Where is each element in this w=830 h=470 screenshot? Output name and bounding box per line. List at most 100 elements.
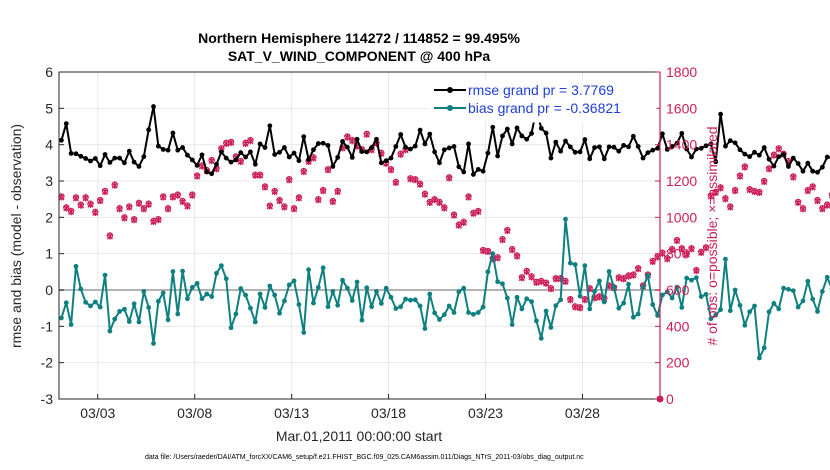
bias-point xyxy=(451,310,457,315)
obs-assimilated-marker xyxy=(562,278,569,286)
obs-assimilated-marker xyxy=(164,205,172,213)
bias-point xyxy=(427,291,433,297)
obs-assimilated-marker xyxy=(300,168,307,176)
obs-assimilated-marker xyxy=(693,267,700,275)
obs-assimilated-marker xyxy=(315,196,322,204)
bias-point xyxy=(645,273,651,278)
rmse-point xyxy=(272,152,278,157)
bias-point xyxy=(635,311,641,317)
rmse-point xyxy=(514,125,520,131)
rmse-point xyxy=(122,160,127,166)
obs-assimilated-marker xyxy=(494,255,501,262)
obs-assimilated-marker xyxy=(184,203,191,210)
rmse-point xyxy=(102,152,108,157)
bias-point xyxy=(441,312,447,318)
y-right-tick-label: 1400 xyxy=(666,137,697,153)
rmse-point xyxy=(160,146,166,152)
rmse-point xyxy=(340,138,345,144)
obs-assimilated-marker xyxy=(809,184,816,191)
bias-point xyxy=(587,306,593,312)
rmse-point xyxy=(204,169,210,175)
bias-point xyxy=(320,265,326,271)
bias-point xyxy=(131,301,137,307)
bias-point xyxy=(301,330,307,335)
obs-assimilated-marker xyxy=(97,197,104,205)
obs-assimilated-marker xyxy=(179,198,186,206)
obs-assimilated-marker xyxy=(552,275,559,283)
rmse-point xyxy=(800,168,806,174)
obs-assimilated-marker xyxy=(702,245,710,252)
bias-point xyxy=(737,302,743,308)
rmse-point xyxy=(558,148,564,154)
bias-point xyxy=(364,285,370,291)
footer-datafile: data file: /Users/raeder/DAI/ATM_forcXX/… xyxy=(145,454,584,461)
bias-point xyxy=(257,291,263,297)
rmse-point xyxy=(286,154,292,160)
rmse-point xyxy=(97,163,103,169)
bias-point xyxy=(819,289,825,294)
rmse-point xyxy=(606,144,612,150)
bias-point xyxy=(417,303,423,309)
rmse-point xyxy=(68,150,74,156)
obs-assimilated-marker xyxy=(625,273,632,280)
rmse-point xyxy=(529,131,534,136)
obs-assimilated-marker xyxy=(499,236,506,244)
obs-assimilated-marker xyxy=(596,294,603,301)
bias-point xyxy=(684,275,690,281)
obs-assimilated-marker xyxy=(271,188,278,196)
bias-point xyxy=(752,303,757,309)
rmse-point xyxy=(790,155,796,161)
obs-assimilated-marker xyxy=(533,279,540,286)
obs-assimilated-marker xyxy=(329,198,336,206)
bias-point xyxy=(461,285,467,291)
rmse-point xyxy=(669,144,675,149)
bias-point xyxy=(311,300,316,306)
bias-point xyxy=(786,286,791,292)
bias-point xyxy=(756,355,762,361)
bias-point xyxy=(679,305,685,310)
obs-assimilated-marker xyxy=(484,248,492,256)
tick-layer: 03/03 03/08 03/13 03/18 03/23 03/28 -3 -2 -1 0 1 2 3… xyxy=(41,64,698,421)
bias-point xyxy=(349,298,355,303)
bias-point xyxy=(766,309,772,315)
bias-point xyxy=(117,309,122,314)
bias-point xyxy=(660,292,665,298)
bias-point xyxy=(398,304,404,310)
bias-point xyxy=(815,309,820,314)
obs-assimilated-marker xyxy=(227,139,235,147)
x-tick-label: 03/13 xyxy=(274,405,309,421)
bias-point xyxy=(727,308,733,314)
rmse-point xyxy=(805,160,811,166)
bias-point xyxy=(126,319,132,325)
obs-assimilated-marker xyxy=(324,166,332,174)
bias-point xyxy=(553,303,559,309)
y-axis-label-left: rmse and bias (model - observation) xyxy=(8,124,24,348)
bias-point xyxy=(810,296,816,302)
bias-point xyxy=(393,306,399,311)
rmse-point xyxy=(441,147,447,153)
rmse-point xyxy=(407,146,413,152)
obs-assimilated-marker xyxy=(649,258,656,266)
bias-point xyxy=(664,289,670,295)
bias-point xyxy=(640,285,646,290)
bias-point xyxy=(141,289,147,294)
bias-point xyxy=(92,299,98,305)
rmse-point xyxy=(684,146,690,152)
obs-assimilated-marker xyxy=(528,274,535,281)
x-tick-label: 03/28 xyxy=(565,405,600,421)
bias-point xyxy=(175,311,181,317)
legend-box xyxy=(429,79,657,123)
rmse-point xyxy=(524,136,530,142)
bias-point xyxy=(655,313,660,318)
bias-point xyxy=(771,301,777,306)
obs-assimilated-marker xyxy=(116,205,123,213)
bias-point xyxy=(475,310,481,315)
rmse-point xyxy=(189,157,195,163)
rmse-point xyxy=(349,154,355,160)
obs-assimilated-marker xyxy=(635,265,642,273)
obs-assimilated-marker xyxy=(475,208,482,216)
obs-assimilated-marker xyxy=(547,285,555,293)
rmse-point xyxy=(781,152,786,157)
bias-point xyxy=(529,299,534,305)
bias-point xyxy=(732,287,738,293)
